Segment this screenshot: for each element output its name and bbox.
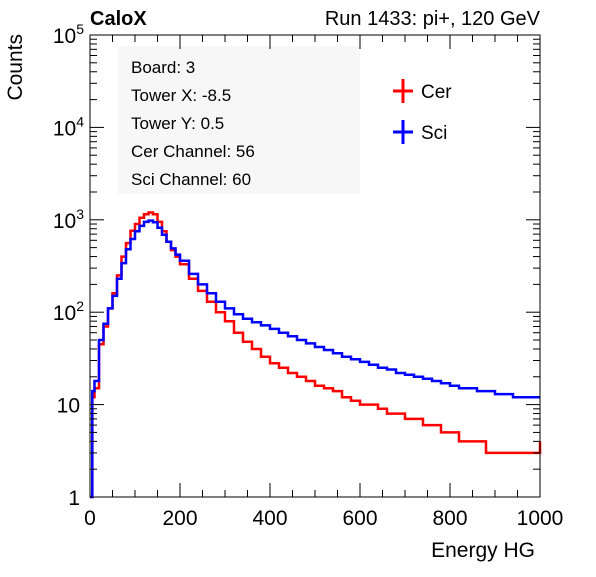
x-tick-label: 200 <box>162 507 197 530</box>
x-tick-label: 600 <box>342 507 377 530</box>
x-tick-label: 800 <box>432 507 467 530</box>
y-tick-label: 1 <box>68 487 80 510</box>
info-line-sci-channel: Sci Channel: 60 <box>131 170 251 189</box>
y-tick-label: 103 <box>53 206 84 233</box>
legend-label-sci: Sci <box>421 123 447 144</box>
legend-entry-sci: Sci <box>393 120 447 144</box>
series-layer <box>90 211 542 499</box>
y-tick-label: 10 <box>57 395 80 418</box>
run-info-label: Run 1433: pi+, 120 GeV <box>325 8 541 30</box>
y-tick-label: 105 <box>53 21 84 48</box>
x-tick-label: 400 <box>252 507 287 530</box>
y-tick-label: 102 <box>53 298 84 325</box>
x-tick-label: 1000 <box>517 507 564 530</box>
legend-label-cer: Cer <box>421 82 452 103</box>
info-box: Board: 3 Tower X: -8.5 Tower Y: 0.5 Cer … <box>118 46 360 194</box>
info-line-cer-channel: Cer Channel: 56 <box>131 142 255 161</box>
info-box-background <box>118 46 360 194</box>
axes-layer: 0 200 400 600 800 1000 1 10 102 103 104 105 <box>53 21 564 530</box>
info-line-tower-y: Tower Y: 0.5 <box>131 114 224 133</box>
experiment-label: CaloX <box>90 8 147 30</box>
legend: Cer Sci <box>393 79 452 144</box>
x-axis-label: Energy HG <box>431 539 535 562</box>
legend-entry-cer: Cer <box>393 79 452 103</box>
y-axis-label: Counts <box>4 34 27 101</box>
x-tick-label: 0 <box>84 507 96 530</box>
y-tick-label: 104 <box>53 113 84 140</box>
series-cer-line <box>90 211 542 499</box>
info-line-tower-x: Tower X: -8.5 <box>131 86 231 105</box>
series-sci-line <box>90 219 540 499</box>
info-line-board: Board: 3 <box>131 58 195 77</box>
